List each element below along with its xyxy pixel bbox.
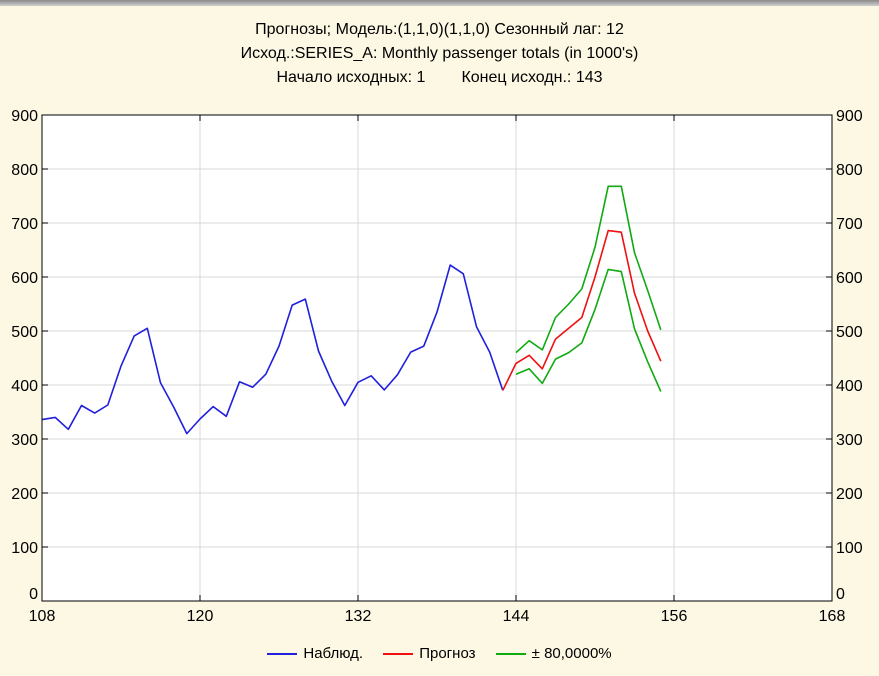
- series-lines: [41, 185, 662, 435]
- plot-background: [42, 115, 832, 601]
- y-tick-label-right: 300: [836, 432, 863, 449]
- y-tick-label-left: 100: [11, 540, 38, 557]
- legend-item-forecast: Прогноз: [383, 645, 476, 662]
- chart-title: Прогнозы; Модель:(1,1,0)(1,1,0) Сезонный…: [255, 21, 624, 38]
- y-tick-label-left: 600: [11, 270, 38, 287]
- y-tick-label-right: 200: [836, 486, 863, 503]
- chart-range-line: Начало исходных: 1 Конец исходн.: 143: [0, 66, 879, 90]
- y-tick-label-right: 500: [836, 324, 863, 341]
- legend-label-forecast: Прогноз: [419, 645, 476, 662]
- range-end-label: Конец исходн.: 143: [461, 69, 603, 86]
- legend-item-observed: Наблюд.: [267, 645, 363, 662]
- y-tick-label-right: 900: [836, 108, 863, 125]
- y-tick-label-left: 700: [11, 216, 38, 233]
- x-tick-label: 156: [661, 608, 688, 625]
- y-tick-label-left: 400: [11, 378, 38, 395]
- y-tick-label-left: 0: [29, 586, 38, 603]
- legend-swatch-observed: [267, 653, 298, 656]
- chart-legend: Наблюд. Прогноз ± 80,0000%: [0, 645, 879, 662]
- y-tick-label-right: 400: [836, 378, 863, 395]
- chart-subtitle: Исход.:SERIES_A: Monthly passenger total…: [240, 45, 639, 62]
- y-tick-label-right: 800: [836, 162, 863, 179]
- x-tick-label: 120: [187, 608, 214, 625]
- legend-item-interval: ± 80,0000%: [495, 645, 612, 662]
- y-tick-label-left: 200: [11, 486, 38, 503]
- y-tick-label-left: 900: [11, 108, 38, 125]
- legend-swatch-interval: [495, 653, 526, 656]
- chart-titles: Прогнозы; Модель:(1,1,0)(1,1,0) Сезонный…: [0, 18, 879, 90]
- legend-swatch-forecast: [383, 653, 414, 656]
- x-tick-label: 168: [819, 608, 846, 625]
- legend-label-observed: Наблюд.: [303, 645, 364, 662]
- x-tick-label: 108: [29, 608, 56, 625]
- plot-frame: [41, 114, 833, 602]
- y-tick-label-right: 100: [836, 540, 863, 557]
- y-tick-label-left: 500: [11, 324, 38, 341]
- x-tick-label: 132: [345, 608, 372, 625]
- axis-ticks: 108 120 132 144 156 168 0 0 100 100 200 200 300 300 40…: [11, 108, 863, 625]
- y-tick-label-right: 700: [836, 216, 863, 233]
- y-tick-label-right: 600: [836, 270, 863, 287]
- legend-label-interval: ± 80,0000%: [531, 645, 612, 662]
- series-line-forecast: [502, 229, 662, 391]
- y-tick-label-left: 300: [11, 432, 38, 449]
- grid-lines: [42, 115, 832, 601]
- series-line-lower-bound: [515, 268, 662, 392]
- x-tick-label: 144: [503, 608, 530, 625]
- y-tick-label-right: 0: [836, 586, 845, 603]
- y-tick-label-left: 800: [11, 162, 38, 179]
- window-top-border: [0, 0, 879, 6]
- series-line-observed: [41, 264, 504, 435]
- series-line-upper-bound: [515, 185, 662, 354]
- range-start-label: Начало исходных: 1: [276, 69, 426, 86]
